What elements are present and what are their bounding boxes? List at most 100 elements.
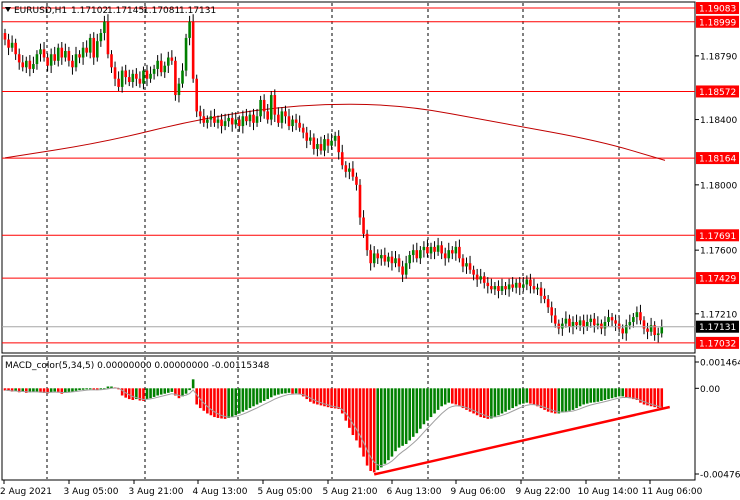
candle-body — [411, 250, 415, 256]
macd-bar — [539, 388, 543, 409]
candle-body — [543, 295, 546, 300]
time-label: 5 Aug 05:00 — [258, 487, 313, 497]
candle-body — [323, 139, 326, 151]
macd-bar — [458, 388, 461, 407]
macd-bar — [252, 388, 255, 407]
level-value: 1.17032 — [699, 339, 736, 349]
macd-bar — [49, 388, 53, 393]
macd-bar — [64, 388, 67, 393]
candle-body — [525, 279, 529, 285]
macd-bar — [78, 388, 81, 391]
macd-bar — [216, 388, 220, 418]
macd-bar — [653, 388, 656, 408]
candle-body — [532, 286, 536, 290]
candle-body — [451, 250, 454, 254]
candle-body — [252, 114, 255, 123]
time-label: 9 Aug 22:00 — [516, 487, 571, 497]
macd-bar — [106, 386, 110, 389]
candle-body — [7, 39, 10, 48]
macd-bar — [174, 388, 177, 396]
candle-body — [468, 263, 472, 270]
macd-bar — [277, 388, 280, 395]
candle-body — [607, 317, 610, 322]
candle-body — [71, 60, 74, 68]
macd-bar — [607, 388, 610, 400]
candle-body — [472, 269, 475, 275]
candle-body — [131, 73, 135, 82]
macd-bar — [120, 388, 124, 396]
level-value: 1.17691 — [699, 232, 736, 242]
candle-body — [39, 49, 42, 55]
macd-bar — [46, 388, 49, 394]
macd-bar — [475, 388, 479, 416]
candle-body — [415, 250, 419, 259]
candle-body — [575, 321, 578, 326]
trendline-group[interactable] — [373, 405, 671, 476]
time-label: 9 Aug 06:00 — [451, 487, 506, 497]
macd-bar — [408, 388, 411, 441]
candle-body — [504, 286, 507, 290]
candle-body — [305, 132, 309, 141]
level-tag — [696, 336, 739, 349]
candle-body — [351, 168, 355, 177]
macd-bar — [110, 386, 113, 389]
macd-bar — [103, 388, 106, 390]
candle-body — [177, 83, 181, 96]
candle-body — [117, 78, 120, 87]
candle-body — [238, 119, 241, 127]
candle-body — [568, 318, 571, 327]
candle-body — [269, 95, 273, 120]
macd-bar — [323, 388, 326, 407]
macd-bar — [25, 388, 28, 393]
time-label: 6 Aug 13:00 — [387, 487, 442, 497]
macd-bar — [269, 388, 273, 398]
macd-tick-label: 0.00 — [700, 385, 720, 395]
macd-bar — [298, 388, 301, 395]
macd-bar — [88, 388, 92, 390]
macd-bar — [415, 388, 419, 434]
main-chart-pane[interactable] — [1, 1, 696, 354]
macd-bar — [593, 388, 596, 403]
horizontal-levels[interactable]: 1.19083 1.18999 1.18572 1.18164 1.17691 1.174… — [2, 2, 739, 349]
candle-body — [358, 184, 362, 218]
candle-body — [3, 33, 7, 40]
time-label: 10 Aug 14:00 — [578, 487, 639, 497]
macd-bar — [553, 388, 557, 414]
macd-bar — [468, 388, 472, 412]
macd-histogram — [3, 379, 664, 473]
dropdown-triangle-icon[interactable] — [5, 7, 11, 12]
candle-body — [653, 325, 656, 336]
macd-tick-label: -0.004769 — [700, 471, 740, 481]
macd-bar — [493, 388, 497, 418]
macd-bar — [507, 388, 511, 410]
macd-bar — [571, 388, 575, 410]
candle-body — [433, 246, 436, 252]
macd-bar — [568, 388, 571, 411]
candle-body — [383, 255, 387, 262]
macd-bar — [202, 388, 206, 411]
candle-body — [390, 256, 394, 264]
macd-bar — [451, 388, 454, 404]
candle-body — [429, 246, 433, 254]
macd-bar — [209, 388, 213, 416]
candle-body — [273, 95, 277, 115]
macd-bar — [465, 388, 468, 410]
macd-bar — [213, 388, 216, 418]
macd-bar — [589, 388, 593, 403]
candle-body — [209, 116, 213, 120]
trendline[interactable] — [373, 405, 671, 476]
macd-bar — [486, 388, 490, 419]
price-axis: 1.187901.184001.180001.176001.172100.001… — [695, 52, 740, 481]
candle-body — [536, 287, 539, 290]
macd-bar — [248, 388, 252, 409]
candle-body — [262, 99, 266, 112]
candle-body — [436, 245, 440, 252]
candle-body — [316, 144, 319, 149]
macd-bar — [227, 388, 230, 418]
macd-bar — [28, 388, 32, 393]
macd-bar — [358, 388, 362, 448]
candle-body — [603, 321, 607, 329]
candle-body — [195, 78, 198, 112]
